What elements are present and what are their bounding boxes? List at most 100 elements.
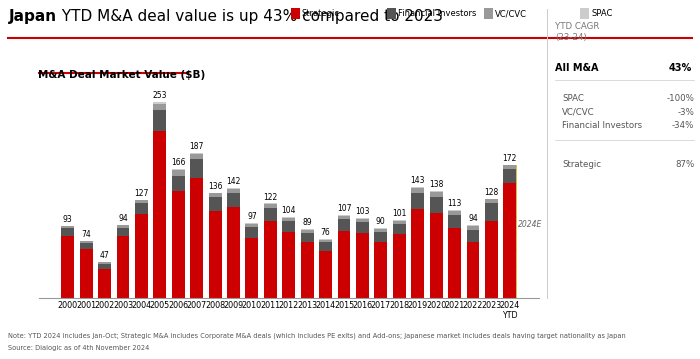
Text: -100%: -100%	[666, 94, 694, 103]
Bar	[319, 252, 332, 298]
Bar	[412, 187, 424, 188]
Bar	[448, 211, 461, 215]
Text: 166: 166	[171, 158, 186, 167]
Bar	[282, 232, 295, 298]
Text: 253: 253	[153, 91, 167, 100]
Bar	[337, 216, 351, 219]
Text: 90: 90	[376, 217, 386, 226]
Bar	[116, 228, 130, 236]
Bar	[209, 197, 221, 211]
Bar	[393, 224, 406, 234]
Bar	[227, 193, 240, 206]
Bar	[301, 242, 314, 298]
Text: SPAC: SPAC	[592, 9, 613, 18]
Text: YTD M&A deal value is up 43% compared to 2023: YTD M&A deal value is up 43% compared to…	[57, 9, 443, 24]
Bar	[62, 226, 74, 228]
Bar	[190, 154, 203, 159]
Text: VC/CVC: VC/CVC	[562, 108, 595, 117]
Text: YTD CAGR
(23-24): YTD CAGR (23-24)	[555, 22, 599, 42]
Bar	[356, 222, 369, 233]
Bar	[98, 269, 111, 298]
Text: Strategic: Strategic	[302, 9, 340, 18]
Bar	[209, 193, 221, 194]
Bar	[301, 230, 314, 233]
Bar	[337, 215, 351, 216]
Bar	[172, 170, 185, 176]
Bar	[80, 241, 92, 243]
Bar	[135, 214, 148, 298]
Text: 97: 97	[247, 212, 257, 221]
Text: Strategic: Strategic	[562, 160, 601, 169]
Text: Japan: Japan	[8, 9, 57, 24]
Bar	[209, 194, 221, 197]
Bar	[62, 236, 74, 298]
Bar	[301, 229, 314, 230]
Bar	[172, 176, 185, 191]
Bar	[412, 209, 424, 298]
Bar	[503, 165, 517, 298]
Text: 142: 142	[226, 177, 241, 186]
Bar	[430, 191, 442, 192]
Text: 89: 89	[302, 218, 312, 227]
Bar	[264, 204, 276, 208]
Bar	[246, 224, 258, 227]
Bar	[337, 219, 351, 230]
Text: 76: 76	[321, 228, 330, 237]
Bar	[412, 194, 424, 209]
Bar	[448, 210, 461, 211]
Bar	[430, 197, 442, 213]
Text: 103: 103	[355, 207, 370, 216]
Text: 107: 107	[337, 204, 351, 213]
Bar	[172, 169, 185, 170]
Bar	[430, 192, 442, 197]
Bar	[466, 226, 480, 230]
Bar	[153, 102, 167, 103]
Bar	[374, 228, 387, 229]
Text: 47: 47	[99, 251, 109, 260]
Bar	[227, 189, 240, 193]
Bar	[466, 225, 480, 226]
Text: J A P A N: J A P A N	[18, 45, 62, 55]
Text: 101: 101	[392, 209, 407, 218]
Bar	[190, 159, 203, 178]
Bar	[80, 243, 92, 249]
Text: 138: 138	[429, 180, 443, 189]
Bar	[337, 230, 351, 298]
Text: 2024E: 2024E	[519, 220, 543, 229]
Bar	[301, 233, 314, 242]
Text: 113: 113	[447, 200, 462, 209]
Text: 143: 143	[410, 176, 425, 185]
Bar	[374, 229, 387, 232]
Bar	[319, 242, 332, 252]
Text: 127: 127	[134, 188, 148, 198]
Bar	[430, 213, 442, 298]
Bar	[282, 221, 295, 232]
Text: VC/CVC: VC/CVC	[495, 9, 527, 18]
Bar	[153, 103, 167, 110]
Bar	[319, 239, 332, 240]
Bar	[80, 249, 92, 298]
Bar	[282, 218, 295, 221]
Bar	[356, 219, 369, 222]
Bar	[485, 220, 498, 298]
Bar	[246, 238, 258, 298]
Bar	[190, 178, 203, 298]
Bar	[153, 131, 167, 298]
Bar	[116, 225, 130, 228]
Bar	[412, 188, 424, 194]
Text: Note: YTD 2024 includes Jan-Oct; Strategic M&A includes Corporate M&A deals (whi: Note: YTD 2024 includes Jan-Oct; Strateg…	[8, 333, 626, 339]
Bar	[246, 227, 258, 238]
Bar	[135, 204, 148, 214]
Bar	[485, 204, 498, 220]
Text: SPAC: SPAC	[562, 94, 584, 103]
Bar	[393, 234, 406, 298]
Bar	[116, 236, 130, 298]
Text: All M&A: All M&A	[555, 63, 598, 73]
Bar	[393, 220, 406, 224]
Text: 87%: 87%	[675, 160, 694, 169]
Bar	[448, 228, 461, 298]
Bar	[503, 169, 517, 183]
Text: 128: 128	[484, 188, 498, 197]
Text: M&A Deal Market Value ($B): M&A Deal Market Value ($B)	[38, 70, 206, 80]
Text: 94: 94	[118, 214, 128, 223]
